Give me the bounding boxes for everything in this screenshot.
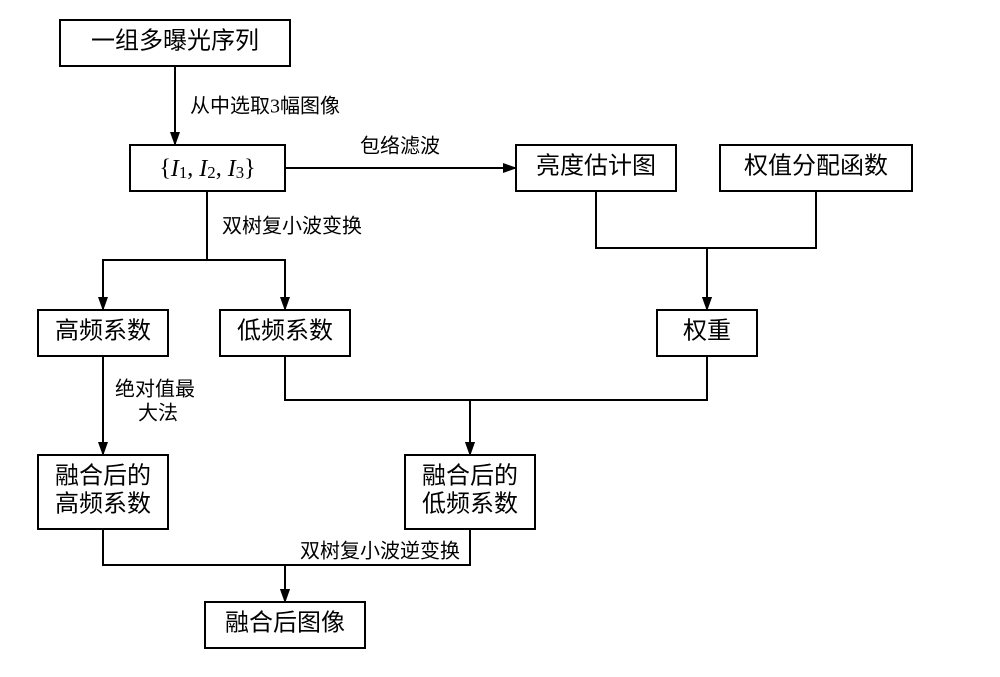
node-n9-line0: 融合后的 (422, 463, 518, 490)
node-n8-line1: 高频系数 (55, 490, 151, 517)
node-n4: 权值分配函数 (720, 145, 912, 191)
node-n2: {I1, I2, I3} (130, 145, 285, 191)
edge-e2-label: 包络滤波 (360, 135, 440, 158)
node-n8-line0: 融合后的 (55, 463, 151, 490)
node-n8: 融合后的高频系数 (38, 455, 168, 529)
edge-e10-label: 双树复小波逆变换 (300, 540, 460, 563)
node-n9: 融合后的低频系数 (405, 455, 535, 529)
edge-e7-label: 大法 (138, 402, 178, 425)
node-n6-label: 低频系数 (237, 318, 333, 345)
edge-e10 (103, 529, 285, 602)
node-n10: 融合后图像 (205, 602, 365, 648)
node-n10-label: 融合后图像 (225, 610, 345, 637)
edge-e6 (207, 191, 285, 310)
node-n6: 低频系数 (220, 310, 350, 356)
node-n3-label: 亮度估计图 (536, 153, 656, 180)
node-n5-label: 高频系数 (55, 318, 151, 345)
edge-e3 (596, 191, 707, 310)
node-n1: 一组多曝光序列 (60, 20, 290, 66)
node-n3: 亮度估计图 (516, 145, 676, 191)
flowchart-canvas: 一组多曝光序列{I1, I2, I3}亮度估计图权值分配函数高频系数低频系数权重… (0, 0, 1000, 677)
edge-e4 (707, 191, 816, 310)
edge-e9 (470, 356, 707, 455)
edge-e5-label: 双树复小波变换 (222, 215, 362, 238)
node-n1-label: 一组多曝光序列 (91, 28, 259, 55)
node-n7: 权重 (657, 310, 757, 356)
node-n4-label: 权值分配函数 (744, 153, 888, 180)
edge-e7-label: 绝对值最 (115, 378, 195, 401)
node-n7-label: 权重 (683, 318, 731, 345)
node-n9-line1: 低频系数 (422, 490, 518, 517)
edge-e8 (285, 356, 470, 455)
edge-e1-label: 从中选取3幅图像 (190, 95, 340, 118)
edge-e5 (103, 191, 207, 310)
node-n5: 高频系数 (38, 310, 168, 356)
